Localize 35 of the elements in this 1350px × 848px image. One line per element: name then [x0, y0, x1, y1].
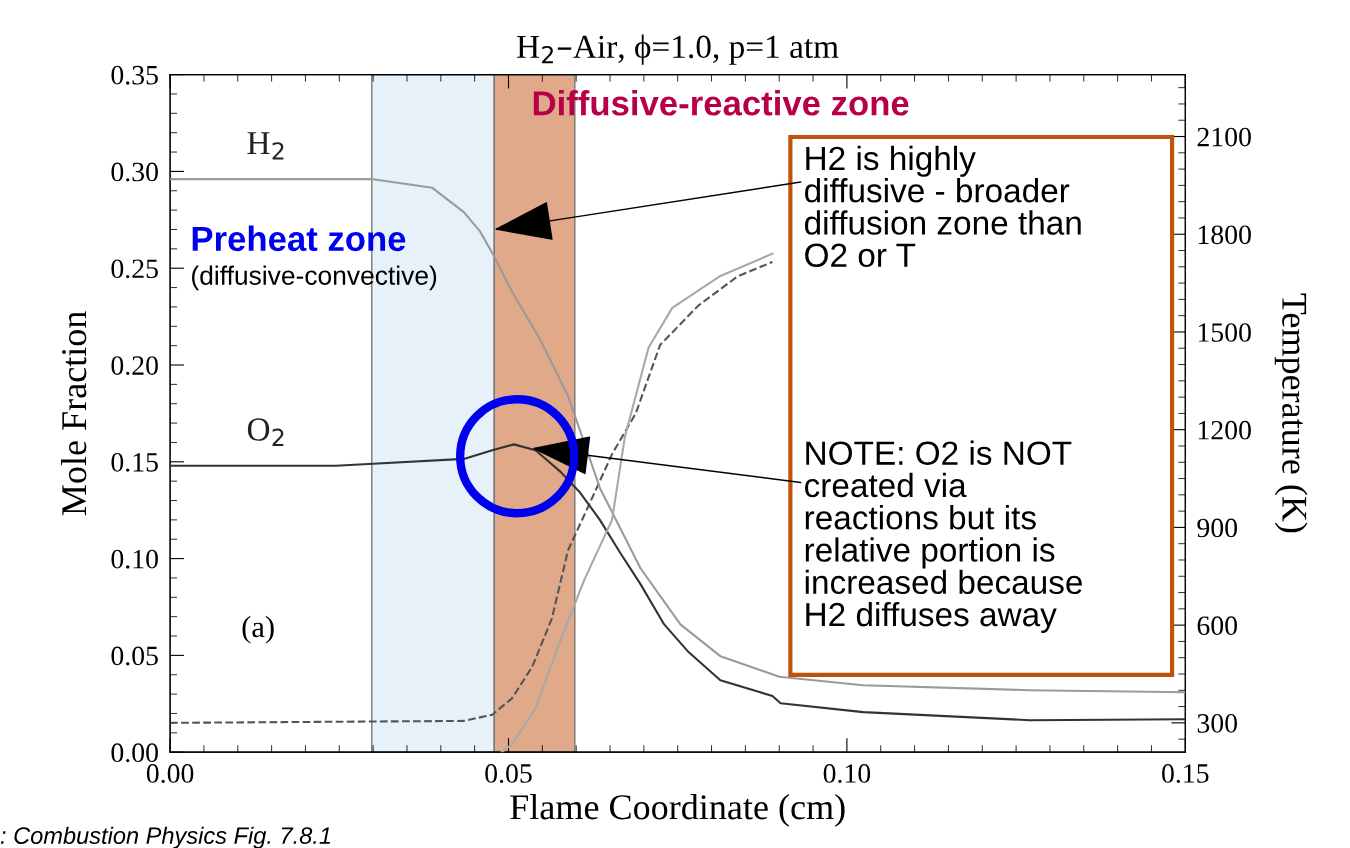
series-label: O$_{2}$ — [247, 418, 284, 446]
y2-tick-label: 1200 — [1198, 420, 1251, 440]
y-tick-label: 0.25 — [111, 259, 158, 279]
band-label: Diffusive-reactive zone — [533, 90, 909, 116]
line-series — [500, 252, 774, 753]
line-series — [170, 260, 774, 724]
y2-tick-label: 300 — [1197, 714, 1238, 733]
x-tick-label: 0.15 — [1162, 764, 1209, 783]
band-label: Preheat zone — [192, 225, 406, 252]
y2-tick-label: 900 — [1197, 518, 1238, 538]
chart-title: H$_{2}$–Air, ϕ=1.0, p=1 atm — [516, 34, 839, 65]
text: : Combustion Physics Fig. 7.8.1 — [0, 826, 331, 848]
y-tick-label: 0.15 — [111, 452, 158, 472]
y2-tick-label: 1500 — [1198, 323, 1251, 342]
annotation: (a) — [242, 615, 274, 644]
y-tick-label: 0.05 — [111, 646, 158, 666]
y-tick-label: 0.35 — [111, 65, 158, 85]
y-tick-label: 0.10 — [111, 549, 158, 569]
series-label: H$_{2}$ — [247, 132, 284, 160]
y2-tick-label: 600 — [1197, 616, 1238, 636]
x-tick-label: 0.05 — [485, 764, 532, 783]
annotation: H2 is highly diffusive - broader diffusion zone than O2 or T — [804, 145, 1081, 268]
y-tick-label: 0.30 — [111, 162, 158, 182]
y-tick-label: 0.00 — [111, 743, 158, 763]
x-axis-title: Flame Coordinate (cm) — [510, 794, 845, 827]
y2-tick-label: 1800 — [1198, 225, 1251, 245]
x-tick-label: 0.00 — [146, 764, 194, 783]
annotation: (diffusive-convective) — [192, 265, 437, 291]
y-axis-title: Mole Fraction — [60, 311, 87, 516]
annotation: NOTE: O2 is NOT created via reactions but its relative portion is increased because H2 diffuses away — [805, 440, 1082, 633]
y-tick-label: 0.20 — [111, 356, 158, 376]
x-tick-label: 0.10 — [823, 764, 871, 783]
y2-tick-label: 2100 — [1197, 127, 1251, 147]
line-series — [170, 178, 1186, 694]
y2-axis-title: Temperature (K) — [1274, 293, 1308, 533]
